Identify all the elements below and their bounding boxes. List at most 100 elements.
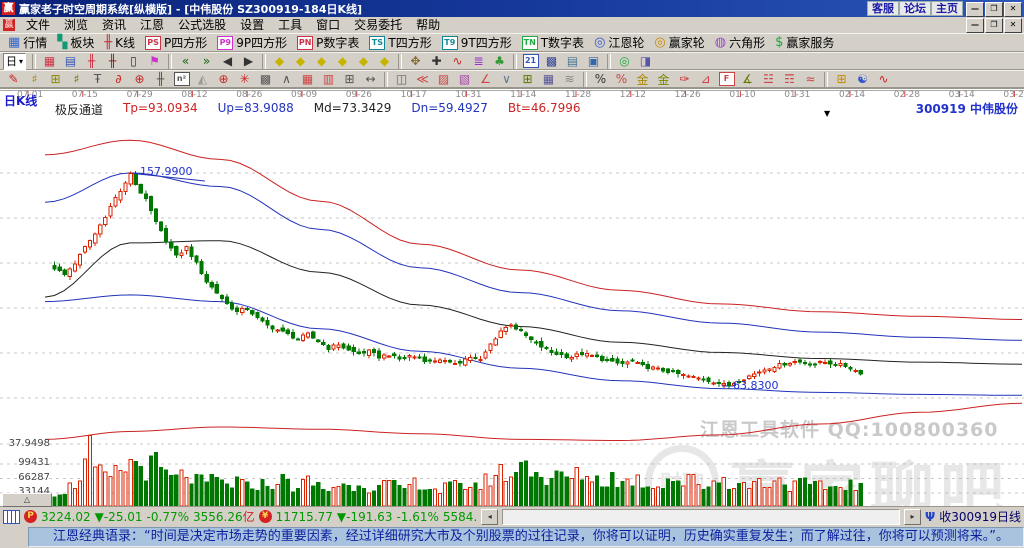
9t-square-button[interactable]: T9 9T四方形: [437, 34, 517, 51]
menu-帮助[interactable]: 帮助: [416, 18, 441, 32]
chips-icon[interactable]: ≣: [468, 53, 489, 69]
shade-box2-icon[interactable]: ▧: [454, 71, 475, 87]
menu-资讯[interactable]: 资讯: [102, 18, 127, 32]
angle-icon[interactable]: ∠: [475, 71, 496, 87]
p-square-button[interactable]: PS P四方形: [140, 34, 212, 51]
flag-icon[interactable]: ⚑: [144, 53, 165, 69]
titlebar-link-3[interactable]: 主页: [931, 1, 963, 16]
color-grid-icon[interactable]: ⊞: [831, 71, 852, 87]
target-icon[interactable]: ⊕: [213, 71, 234, 87]
close-button[interactable]: ✕: [1004, 1, 1022, 17]
fan-lines-icon[interactable]: ≪: [412, 71, 433, 87]
restore-button[interactable]: ❐: [985, 1, 1003, 17]
rotate-icon[interactable]: ⊕: [129, 71, 150, 87]
child-minimize-button[interactable]: —: [966, 17, 984, 33]
hexagon-button[interactable]: ◍ 六角形: [710, 34, 770, 51]
lines-icon[interactable]: ≋: [559, 71, 580, 87]
chart-window-icon[interactable]: ▦: [39, 53, 60, 69]
menu-设置[interactable]: 设置: [240, 18, 265, 32]
notebook-icon[interactable]: ▤: [562, 53, 583, 69]
star-burst-icon[interactable]: ✳: [234, 71, 255, 87]
t-table-button[interactable]: TN T数字表: [517, 34, 589, 51]
quote-grid-icon[interactable]: [3, 509, 20, 524]
red-wave-icon[interactable]: ∿: [873, 71, 894, 87]
gann-diamond-5-button[interactable]: ◆: [353, 53, 374, 69]
panel-icon[interactable]: ◫: [391, 71, 412, 87]
kline-button[interactable]: ╫ K线: [99, 34, 140, 51]
layout-icon[interactable]: ▦: [538, 71, 559, 87]
export-icon[interactable]: ◨: [635, 53, 656, 69]
gann-diamond-2-button[interactable]: ◆: [290, 53, 311, 69]
trend-icon[interactable]: ∿: [447, 53, 468, 69]
steps-icon[interactable]: ☳: [758, 71, 779, 87]
child-close-button[interactable]: ✕: [1004, 17, 1022, 33]
titlebar-link-1[interactable]: 客服: [867, 1, 899, 16]
kline-9-icon[interactable]: ╫: [102, 53, 123, 69]
winner-service-button[interactable]: $ 赢家服务: [770, 34, 839, 51]
chart-area[interactable]: 江恩工具软件 QQ:100800360 财聊 赢家聊吧 日K线 极反通道 Tp=9…: [0, 88, 1024, 507]
gold-gann-icon[interactable]: 金: [632, 71, 653, 87]
menu-窗口[interactable]: 窗口: [316, 18, 341, 32]
minimize-button[interactable]: —: [966, 1, 984, 17]
yinyang-icon[interactable]: ☯: [852, 71, 873, 87]
percent-icon[interactable]: %: [590, 71, 611, 87]
angle2-icon[interactable]: ∡: [737, 71, 758, 87]
angle-tri-icon[interactable]: ◭: [192, 71, 213, 87]
gann-grid2-icon[interactable]: ♯: [66, 71, 87, 87]
pen-tool-icon[interactable]: ✎: [3, 71, 24, 87]
save-icon[interactable]: ▣: [583, 53, 604, 69]
gann-diamond-6-button[interactable]: ◆: [374, 53, 395, 69]
prev-bar-button[interactable]: ◀: [217, 53, 238, 69]
p-table-button[interactable]: PN P数字表: [292, 34, 364, 51]
wave2-icon[interactable]: ≈: [800, 71, 821, 87]
gann-diamond-1-button[interactable]: ◆: [269, 53, 290, 69]
kline-mini-icon[interactable]: ╫: [81, 53, 102, 69]
calculator-icon[interactable]: ▩: [541, 53, 562, 69]
sectors-button[interactable]: ▚ 板块: [52, 34, 99, 51]
ticker-scroll-left-button[interactable]: ◂: [481, 508, 499, 525]
n2-icon[interactable]: n²: [171, 71, 192, 87]
gann-wheel-button[interactable]: ◎ 江恩轮: [589, 34, 649, 51]
t-square-button[interactable]: TS T四方形: [364, 34, 436, 51]
steps2-icon[interactable]: ☶: [779, 71, 800, 87]
red-grid-icon[interactable]: ▦: [297, 71, 318, 87]
titlebar-link-2[interactable]: 论坛: [899, 1, 931, 16]
gann-line-icon[interactable]: ♯: [24, 71, 45, 87]
menu-浏览[interactable]: 浏览: [64, 18, 89, 32]
menu-工具[interactable]: 工具: [278, 18, 303, 32]
calendar-icon[interactable]: 21: [520, 53, 541, 69]
fibo-icon[interactable]: F: [716, 71, 737, 87]
child-restore-button[interactable]: ❐: [985, 17, 1003, 33]
menu-文件[interactable]: 文件: [26, 18, 51, 32]
smart-icon[interactable]: ♣: [489, 53, 510, 69]
percent-line-icon[interactable]: %: [611, 71, 632, 87]
gann-diamond-3-button[interactable]: ◆: [311, 53, 332, 69]
globe-icon[interactable]: ◎: [614, 53, 635, 69]
ticker-scrollbar-track[interactable]: [502, 508, 900, 525]
red-grid2-icon[interactable]: ▥: [318, 71, 339, 87]
period-day-combo[interactable]: 日 ▾: [3, 52, 27, 70]
info-panel-icon[interactable]: ▤: [60, 53, 81, 69]
box-grid-icon[interactable]: ⊞: [339, 71, 360, 87]
wave-check-icon[interactable]: ∨: [496, 71, 517, 87]
crosshair-icon[interactable]: ✚: [426, 53, 447, 69]
gold-gann2-icon[interactable]: 金: [653, 71, 674, 87]
candle-tool-icon[interactable]: ▯: [123, 53, 144, 69]
first-bar-button[interactable]: «: [175, 53, 196, 69]
winner-wheel-button[interactable]: ◎ 赢家轮: [649, 34, 709, 51]
ticker-scroll-right-button[interactable]: ▸: [903, 508, 921, 525]
spiral-icon[interactable]: ∂: [108, 71, 129, 87]
menu-交易委托[interactable]: 交易委托: [354, 18, 403, 32]
shade-box-icon[interactable]: ▨: [433, 71, 454, 87]
next-bar-button[interactable]: ▶: [238, 53, 259, 69]
kline-chart-canvas[interactable]: [0, 89, 1024, 507]
gann-diamond-4-button[interactable]: ◆: [332, 53, 353, 69]
brush2-icon[interactable]: ✑: [674, 71, 695, 87]
t-line-icon[interactable]: Ŧ: [87, 71, 108, 87]
last-bar-button[interactable]: »: [196, 53, 217, 69]
hash-icon[interactable]: ╫: [150, 71, 171, 87]
grid-plus-icon[interactable]: ⊞: [517, 71, 538, 87]
gann-grid-icon[interactable]: ⊞: [45, 71, 66, 87]
hand-tool-icon[interactable]: ✥: [405, 53, 426, 69]
peak-icon[interactable]: ∧: [276, 71, 297, 87]
